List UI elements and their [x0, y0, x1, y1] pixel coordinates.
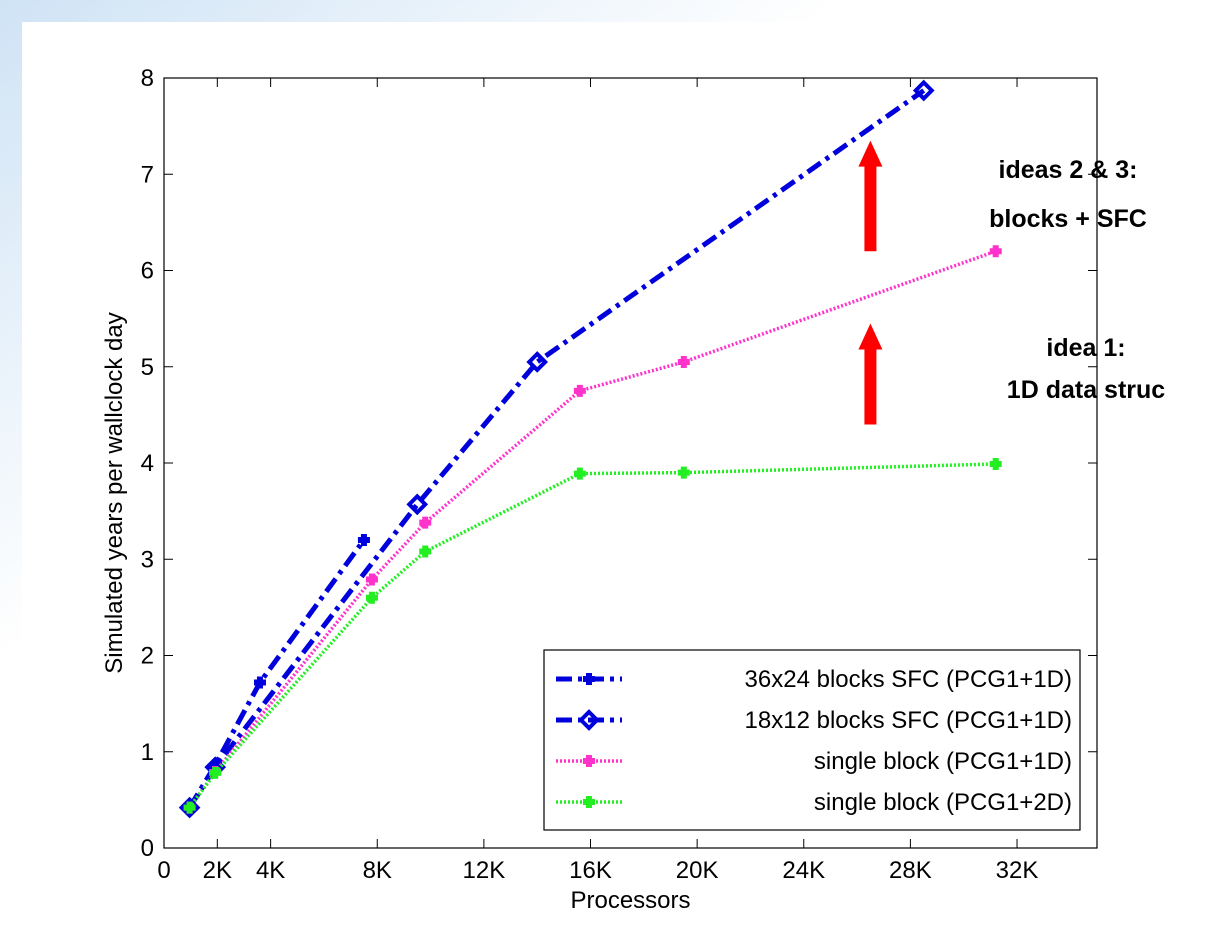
legend-swatch-marker: [583, 673, 595, 685]
series-2-point: [406, 493, 429, 516]
y-tick-label: 8: [141, 65, 154, 92]
series-3-point: [573, 384, 586, 397]
series-3-point: [365, 573, 378, 586]
legend-entry-2: 18x12 blocks SFC (PCG1+1D): [745, 707, 1072, 734]
x-axis-title: Processors: [570, 887, 690, 914]
series-3-point: [419, 516, 432, 529]
y-tick-label: 5: [141, 354, 154, 381]
x-tick-label: 12K: [463, 857, 506, 884]
legend-swatch-marker: [578, 709, 600, 731]
series-1-point: [357, 534, 370, 546]
x-tick-label: 4K: [256, 857, 285, 884]
y-tick-label: 3: [141, 546, 154, 573]
x-tick-label: 8K: [363, 857, 392, 884]
x-tick-label: 20K: [676, 857, 719, 884]
y-tick-label: 7: [141, 161, 154, 188]
x-tick-label: 2K: [203, 857, 232, 884]
x-tick-label: 24K: [782, 857, 825, 884]
x-tick-label: 16K: [569, 857, 612, 884]
y-tick-label: 6: [141, 258, 154, 285]
series-3-point: [677, 355, 690, 368]
annotation-arrow-head: [858, 140, 883, 167]
annotation-line1: ideas 2 & 3:: [999, 156, 1138, 184]
annotation-line2: 1D data struc: [1007, 376, 1165, 404]
legend-entry-3: single block (PCG1+1D): [814, 748, 1072, 775]
series-4-point: [365, 591, 378, 604]
series-2-point: [526, 351, 549, 373]
annotation-line2: blocks + SFC: [989, 205, 1147, 233]
x-tick-label: 28K: [889, 857, 932, 884]
series-4-point: [573, 467, 586, 480]
series-1-point: [253, 676, 266, 689]
series-4-point: [989, 457, 1002, 470]
annotation-arrow-head: [858, 323, 883, 350]
y-tick-label: 2: [141, 643, 154, 670]
y-tick-label: 1: [141, 739, 154, 766]
annotation-line1: idea 1:: [1046, 334, 1125, 362]
series-2-point: [912, 79, 935, 102]
y-tick-label: 4: [141, 450, 154, 477]
legend-entry-4: single block (PCG1+2D): [814, 789, 1072, 816]
y-axis-title: Simulated years per wallclock day: [101, 312, 128, 674]
series-4-point: [209, 766, 222, 779]
x-tick-label: 32K: [996, 857, 1039, 884]
series-4-point: [677, 466, 690, 479]
y-tick-label: 0: [141, 835, 154, 862]
legend-box: [543, 649, 1081, 831]
series-4-point: [183, 801, 196, 814]
legend-swatch-marker: [583, 796, 595, 808]
legend-swatch-marker: [583, 755, 595, 767]
series-4-point: [419, 545, 432, 558]
legend-entry-1: 36x24 blocks SFC (PCG1+1D): [745, 666, 1072, 693]
series-3-point: [989, 245, 1002, 258]
x-tick-label: 0: [157, 857, 170, 884]
